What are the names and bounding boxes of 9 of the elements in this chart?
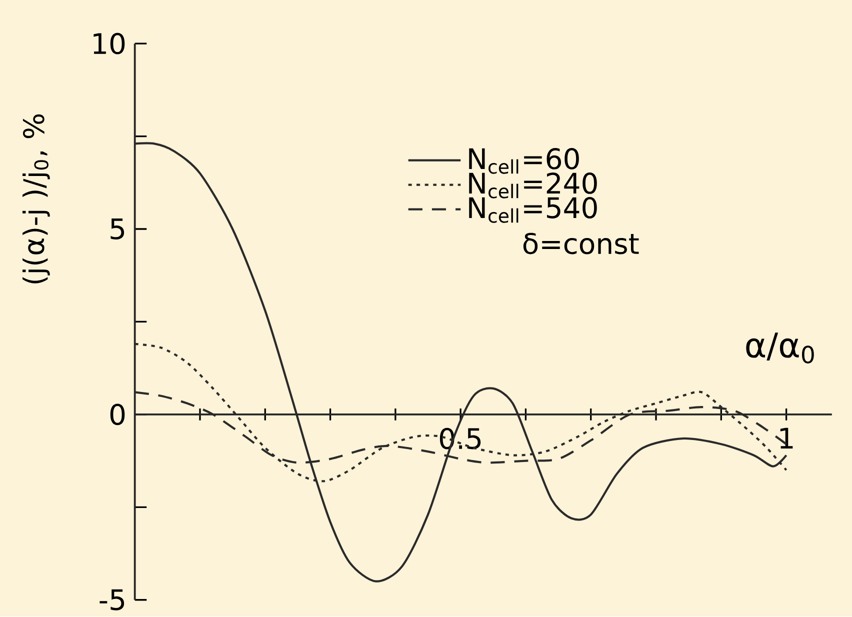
y-tick-label: -5 <box>100 590 124 611</box>
x-axis-title: α/α$_{0}$ <box>746 332 814 364</box>
y-axis-title: (j(α)-j )/j$_{0}$, % <box>22 114 50 284</box>
annotation: δ=const <box>523 233 639 254</box>
legend-label: N$_{cell}$=540 <box>469 197 597 224</box>
x-tick-label: 1 <box>780 428 793 449</box>
y-tick-label: 10 <box>94 33 125 54</box>
y-tick-label: 5 <box>110 218 124 240</box>
y-tick-label: 0 <box>110 404 125 426</box>
